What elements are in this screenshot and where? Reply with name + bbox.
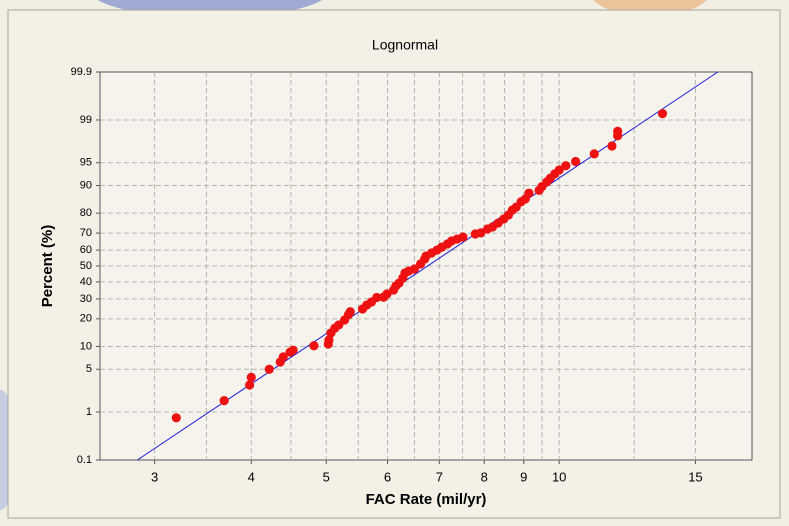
y-tick-label: 80 xyxy=(80,207,92,219)
data-point xyxy=(264,364,274,374)
y-tick-label: 95 xyxy=(80,157,92,169)
x-tick-label: 9 xyxy=(520,469,527,484)
x-tick-label: 5 xyxy=(323,469,330,484)
data-point xyxy=(409,264,420,274)
data-point xyxy=(171,413,181,423)
y-tick-label: 90 xyxy=(80,179,92,191)
x-tick-label: 8 xyxy=(481,469,488,484)
data-point xyxy=(570,156,581,167)
x-tick-label: 3 xyxy=(151,469,158,484)
y-tick-label: 30 xyxy=(80,293,92,305)
y-tick-label: 40 xyxy=(80,276,92,288)
data-point xyxy=(561,161,571,171)
data-point xyxy=(246,372,256,382)
y-tick-label: 60 xyxy=(80,244,92,256)
x-tick-label: 10 xyxy=(552,469,566,484)
data-point xyxy=(607,141,617,151)
data-point xyxy=(324,335,334,345)
data-point xyxy=(244,380,255,390)
x-tick-label: 6 xyxy=(384,469,391,484)
x-tick-label: 7 xyxy=(436,469,443,484)
y-tick-label: 99.9 xyxy=(71,66,92,78)
data-point xyxy=(524,188,534,198)
data-point xyxy=(554,165,564,175)
data-point xyxy=(219,396,229,406)
x-tick-label: 4 xyxy=(248,469,255,484)
data-point xyxy=(372,292,382,303)
y-tick-label: 10 xyxy=(80,340,92,352)
data-point xyxy=(458,232,468,242)
y-axis-label: Percent (%) xyxy=(39,225,56,308)
data-point xyxy=(288,345,298,355)
data-point xyxy=(589,149,599,159)
data-point xyxy=(382,289,392,299)
data-point xyxy=(476,228,486,238)
y-tick-label: 20 xyxy=(80,313,92,325)
y-tick-label: 5 xyxy=(86,363,92,375)
x-axis-label: FAC Rate (mil/yr) xyxy=(366,491,487,508)
data-point xyxy=(657,109,668,119)
y-tick-label: 99 xyxy=(80,114,92,126)
y-tick-label: 0.1 xyxy=(77,454,92,466)
x-tick-label: 15 xyxy=(688,469,702,484)
y-tick-label: 1 xyxy=(86,406,92,418)
chart-title: Lognormal xyxy=(372,37,438,53)
data-point xyxy=(278,352,288,362)
data-point xyxy=(613,126,623,136)
data-point xyxy=(345,307,355,317)
y-tick-label: 70 xyxy=(80,227,92,239)
data-point xyxy=(309,341,319,351)
y-tick-label: 50 xyxy=(80,260,92,272)
